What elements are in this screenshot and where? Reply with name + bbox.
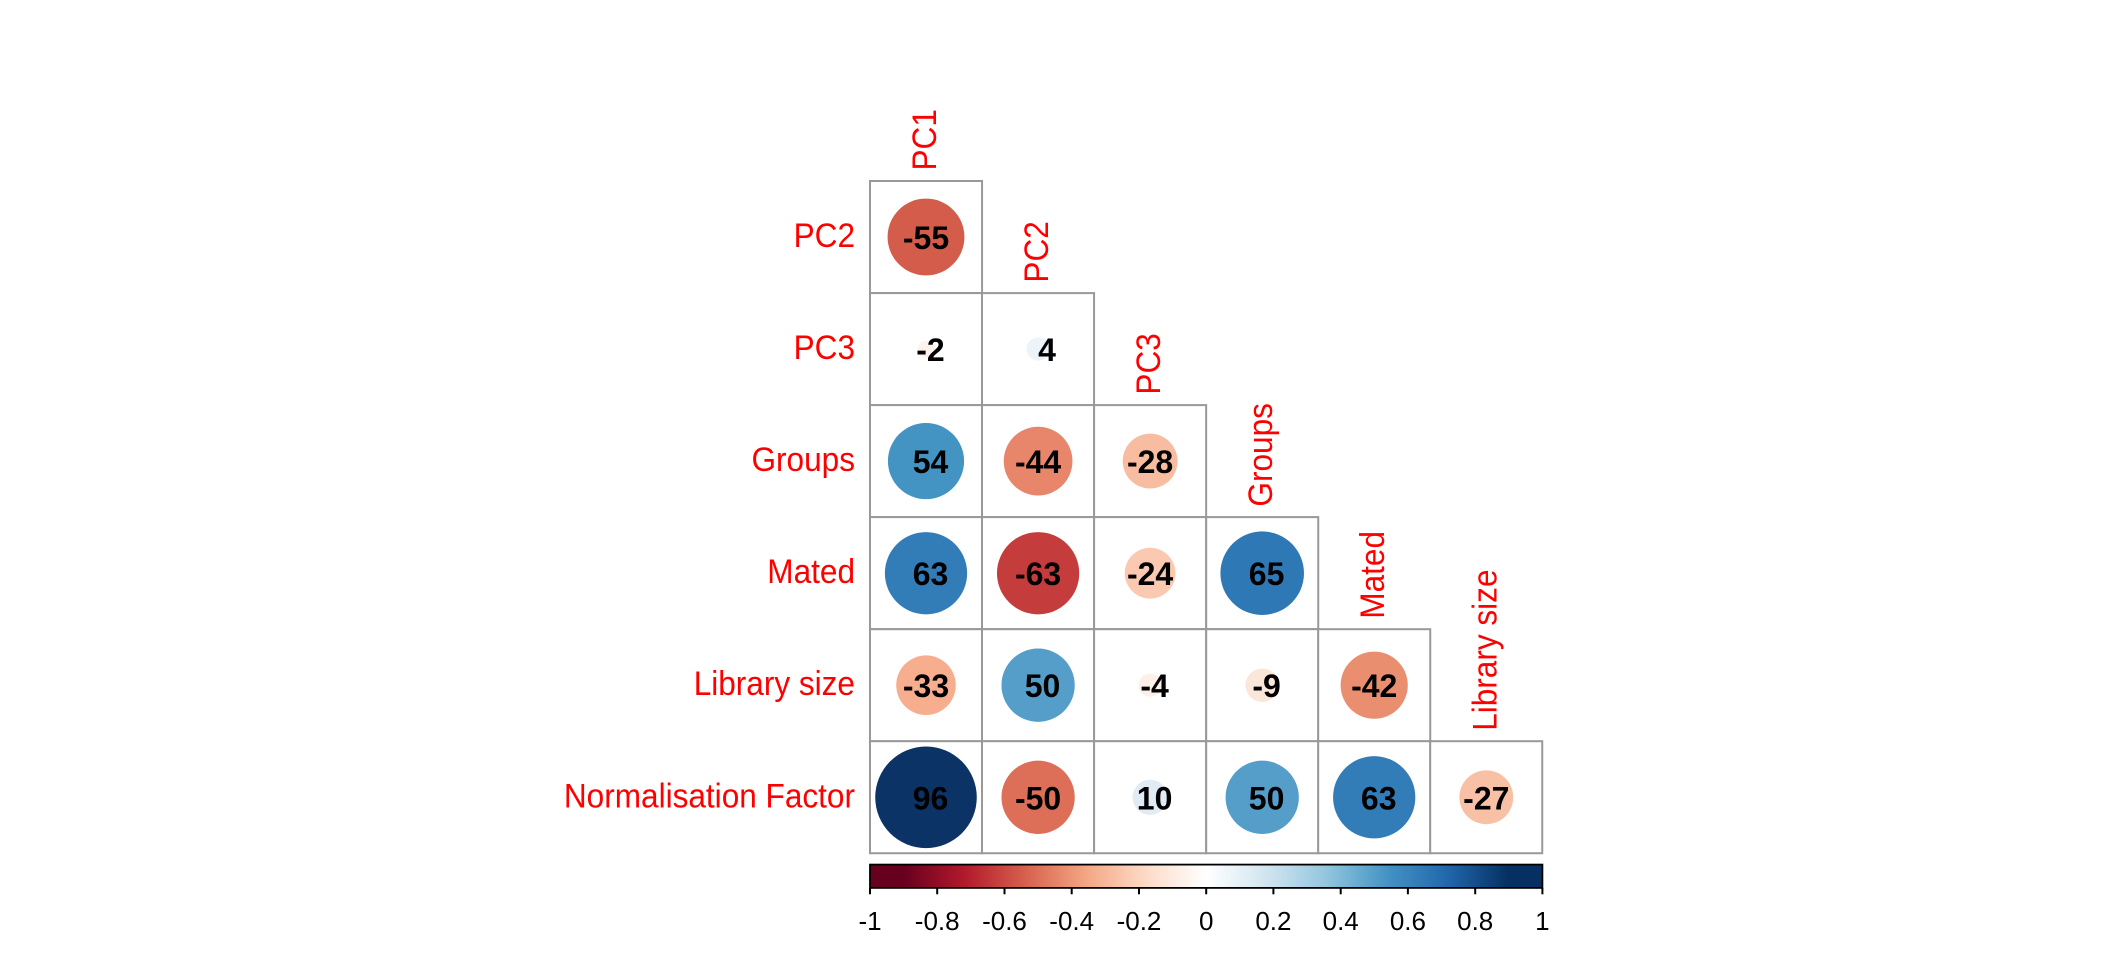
- svg-text:Mated: Mated: [1354, 531, 1392, 619]
- svg-text:0.6: 0.6: [1390, 906, 1426, 936]
- svg-text:0.4: 0.4: [1323, 906, 1359, 936]
- svg-text:0.8: 0.8: [1457, 906, 1493, 936]
- svg-text:-55: -55: [903, 220, 949, 256]
- svg-text:63: 63: [913, 556, 949, 592]
- svg-text:Groups: Groups: [752, 441, 856, 479]
- svg-text:-0.6: -0.6: [982, 906, 1027, 936]
- svg-text:4: 4: [1038, 332, 1056, 368]
- svg-text:96: 96: [913, 780, 949, 816]
- svg-text:0.2: 0.2: [1255, 906, 1291, 936]
- svg-text:PC2: PC2: [1018, 221, 1056, 282]
- svg-text:-44: -44: [1015, 444, 1061, 480]
- svg-text:50: 50: [1025, 668, 1061, 704]
- svg-text:PC2: PC2: [794, 217, 855, 255]
- svg-text:Library size: Library size: [694, 665, 855, 703]
- svg-text:-1: -1: [858, 906, 881, 936]
- svg-text:Normalisation Factor: Normalisation Factor: [564, 777, 855, 815]
- svg-text:63: 63: [1361, 780, 1397, 816]
- svg-text:1: 1: [1535, 906, 1549, 936]
- svg-text:-0.4: -0.4: [1049, 906, 1094, 936]
- svg-text:-63: -63: [1015, 556, 1061, 592]
- svg-text:-2: -2: [916, 332, 944, 368]
- svg-text:PC1: PC1: [906, 109, 944, 170]
- svg-text:PC3: PC3: [1130, 333, 1168, 394]
- svg-text:Library size: Library size: [1466, 570, 1504, 731]
- svg-text:Mated: Mated: [767, 553, 855, 591]
- svg-text:-9: -9: [1252, 668, 1280, 704]
- svg-text:-50: -50: [1015, 780, 1061, 816]
- svg-text:-27: -27: [1463, 780, 1509, 816]
- svg-text:-4: -4: [1140, 668, 1169, 704]
- svg-text:-0.2: -0.2: [1117, 906, 1162, 936]
- svg-text:-0.8: -0.8: [915, 906, 960, 936]
- svg-text:-33: -33: [903, 668, 949, 704]
- svg-text:-42: -42: [1351, 668, 1397, 704]
- svg-text:65: 65: [1249, 556, 1285, 592]
- svg-text:0: 0: [1199, 906, 1213, 936]
- svg-text:-28: -28: [1127, 444, 1173, 480]
- svg-text:10: 10: [1137, 780, 1173, 816]
- svg-text:54: 54: [913, 444, 949, 480]
- svg-text:-24: -24: [1127, 556, 1173, 592]
- svg-text:PC3: PC3: [794, 329, 855, 367]
- svg-text:50: 50: [1249, 780, 1285, 816]
- svg-text:Groups: Groups: [1242, 403, 1280, 507]
